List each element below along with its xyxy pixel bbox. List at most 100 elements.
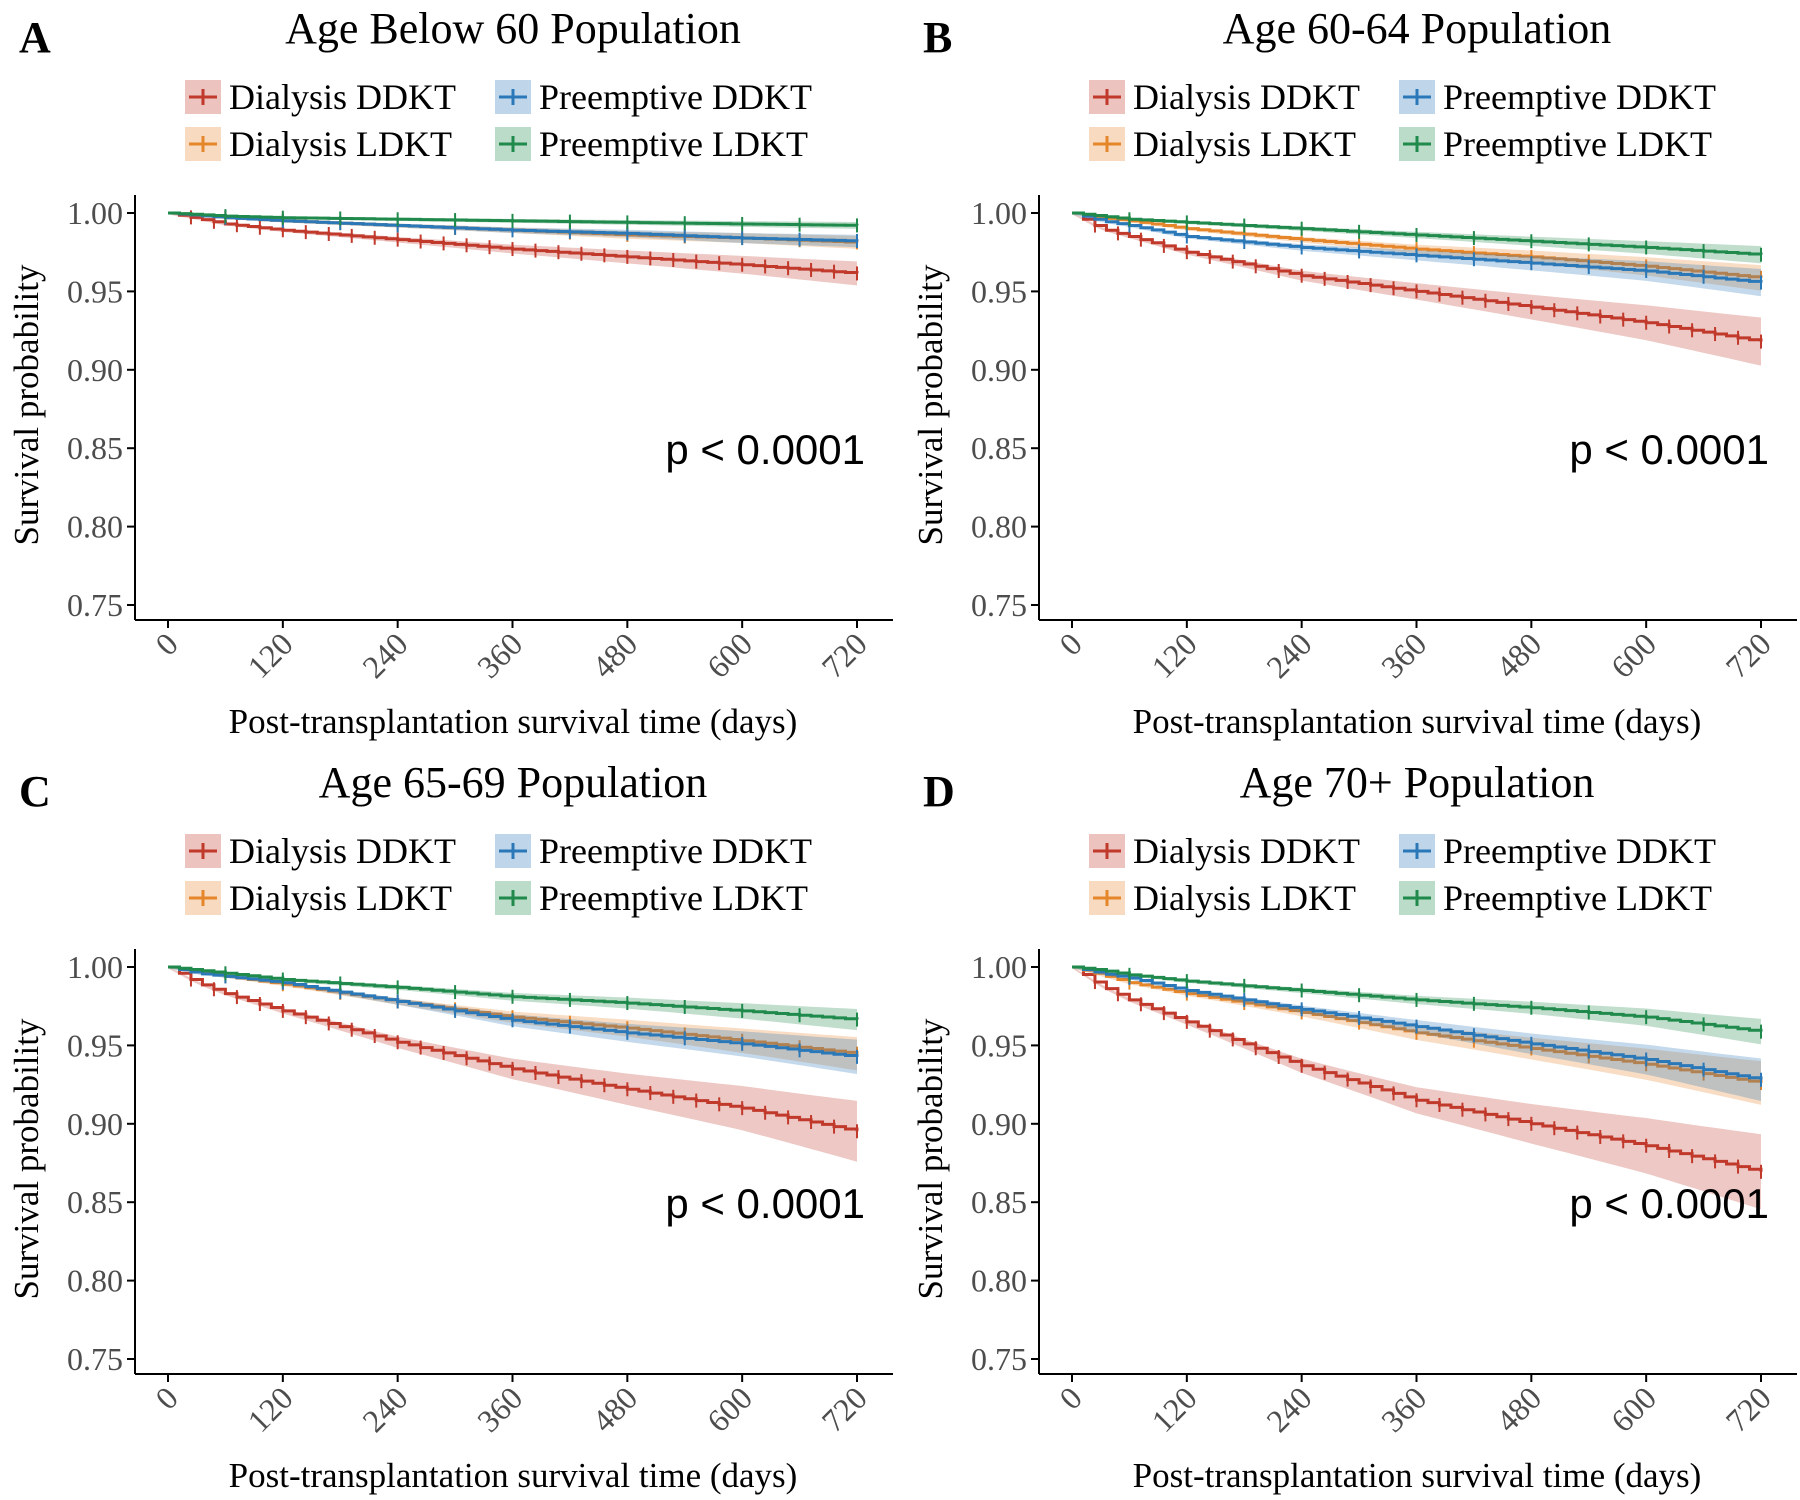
y-axis-label: Survival probability [911, 1018, 950, 1299]
legend-label: Preemptive LDKT [539, 124, 808, 164]
series-preemptive-ddkt [168, 965, 859, 1075]
x-axis-label: Post-transplantation survival time (days… [229, 1456, 798, 1495]
p-value-annotation: p < 0.0001 [1569, 426, 1769, 473]
x-tick-label: 240 [355, 1379, 414, 1438]
y-tick-label: 0.95 [67, 1027, 123, 1063]
legend-item: Dialysis LDKT [185, 124, 452, 164]
x-tick-label: 120 [1144, 1379, 1203, 1438]
x-tick-label: 120 [240, 1379, 299, 1438]
series-dialysis-ddkt [1072, 965, 1763, 1210]
y-tick-label: 0.80 [971, 1263, 1027, 1299]
legend-item: Preemptive LDKT [495, 878, 808, 918]
y-tick-label: 0.85 [67, 430, 123, 466]
x-tick-label: 0 [148, 625, 185, 662]
x-tick-label: 360 [470, 625, 529, 684]
legend-item: Preemptive LDKT [1399, 878, 1712, 918]
legend-label: Preemptive LDKT [1443, 878, 1712, 918]
x-tick-label: 0 [148, 1379, 185, 1416]
confidence-band [1072, 967, 1761, 1210]
y-tick-label: 0.75 [67, 1341, 123, 1377]
panel-a: A Age Below 60 Population Dialysis DDKT Pre… [7, 4, 893, 741]
panel-title: Age 70+ Population [1240, 758, 1595, 807]
panel-title: Age Below 60 Population [285, 4, 741, 53]
series-preemptive-ddkt [1072, 965, 1763, 1102]
y-tick-label: 0.95 [971, 1027, 1027, 1063]
plot-area [168, 209, 859, 286]
x-tick-label: 360 [1374, 1379, 1433, 1438]
panel-letter: D [923, 767, 955, 816]
legend-item: Dialysis DDKT [1089, 77, 1360, 117]
x-tick-label: 600 [700, 1379, 759, 1438]
legend-label: Dialysis DDKT [1133, 77, 1360, 117]
y-tick-label: 0.75 [67, 587, 123, 623]
x-tick-label: 120 [1144, 625, 1203, 684]
x-tick-label: 360 [470, 1379, 529, 1438]
y-axis-label: Survival probability [7, 1018, 46, 1299]
y-tick-label: 0.90 [67, 352, 123, 388]
legend-label: Dialysis DDKT [1133, 831, 1360, 871]
x-tick-label: 0 [1052, 625, 1089, 662]
legend-label: Dialysis LDKT [229, 124, 452, 164]
legend-item: Preemptive DDKT [1399, 831, 1716, 871]
y-tick-label: 0.85 [971, 1184, 1027, 1220]
legend-item: Dialysis DDKT [1089, 831, 1360, 871]
legend-item: Preemptive DDKT [495, 831, 812, 871]
x-tick-label: 720 [815, 1379, 874, 1438]
series-dialysis-ddkt [1072, 211, 1763, 366]
legend-label: Dialysis DDKT [229, 831, 456, 871]
y-axis-label: Survival probability [911, 264, 950, 545]
legend-item: Preemptive LDKT [495, 124, 808, 164]
legend-item: Dialysis DDKT [185, 77, 456, 117]
x-tick-label: 480 [585, 625, 644, 684]
series-preemptive-ldkt [1072, 965, 1763, 1045]
y-tick-label: 0.85 [67, 1184, 123, 1220]
panel-title: Age 65-69 Population [319, 758, 708, 807]
legend-item: Preemptive DDKT [1399, 77, 1716, 117]
y-tick-label: 0.95 [67, 273, 123, 309]
y-tick-label: 0.80 [67, 509, 123, 545]
panel-letter: C [19, 767, 51, 816]
panel-letter: A [19, 13, 51, 62]
y-tick-label: 0.80 [971, 509, 1027, 545]
x-tick-label: 240 [1259, 1379, 1318, 1438]
y-tick-label: 0.75 [971, 1341, 1027, 1377]
series-dialysis-ddkt [168, 965, 859, 1162]
legend-label: Preemptive DDKT [539, 77, 812, 117]
legend-label: Dialysis LDKT [1133, 878, 1356, 918]
legend-label: Preemptive DDKT [1443, 831, 1716, 871]
legend-item: Preemptive DDKT [495, 77, 812, 117]
x-tick-label: 240 [1259, 625, 1318, 684]
panel-letter: B [923, 13, 952, 62]
y-tick-label: 0.90 [67, 1106, 123, 1142]
x-tick-label: 480 [585, 1379, 644, 1438]
x-tick-label: 240 [355, 625, 414, 684]
x-tick-label: 480 [1489, 625, 1548, 684]
plot-area [168, 965, 859, 1162]
y-tick-label: 0.85 [971, 430, 1027, 466]
y-tick-label: 1.00 [67, 949, 123, 985]
plot-area [1072, 965, 1763, 1210]
legend-label: Preemptive LDKT [1443, 124, 1712, 164]
p-value-annotation: p < 0.0001 [665, 426, 865, 473]
x-tick-label: 480 [1489, 1379, 1548, 1438]
x-tick-label: 720 [1719, 1379, 1778, 1438]
x-tick-label: 720 [1719, 625, 1778, 684]
legend-label: Dialysis LDKT [1133, 124, 1356, 164]
x-tick-label: 720 [815, 625, 874, 684]
x-axis-label: Post-transplantation survival time (days… [1133, 702, 1702, 741]
series-preemptive-ldkt [168, 965, 859, 1031]
legend-item: Dialysis LDKT [1089, 124, 1356, 164]
panel-d: D Age 70+ Population Dialysis DDKT Preempti… [911, 758, 1797, 1495]
y-tick-label: 0.80 [67, 1263, 123, 1299]
y-tick-label: 0.95 [971, 273, 1027, 309]
y-tick-label: 0.90 [971, 352, 1027, 388]
x-tick-label: 120 [240, 625, 299, 684]
legend-label: Preemptive DDKT [539, 831, 812, 871]
y-tick-label: 0.90 [971, 1106, 1027, 1142]
p-value-annotation: p < 0.0001 [1569, 1180, 1769, 1227]
legend-label: Dialysis DDKT [229, 77, 456, 117]
panel-title: Age 60-64 Population [1223, 4, 1612, 53]
panel-c: C Age 65-69 Population Dialysis DDKT Preemp… [7, 758, 893, 1495]
y-tick-label: 1.00 [971, 195, 1027, 231]
